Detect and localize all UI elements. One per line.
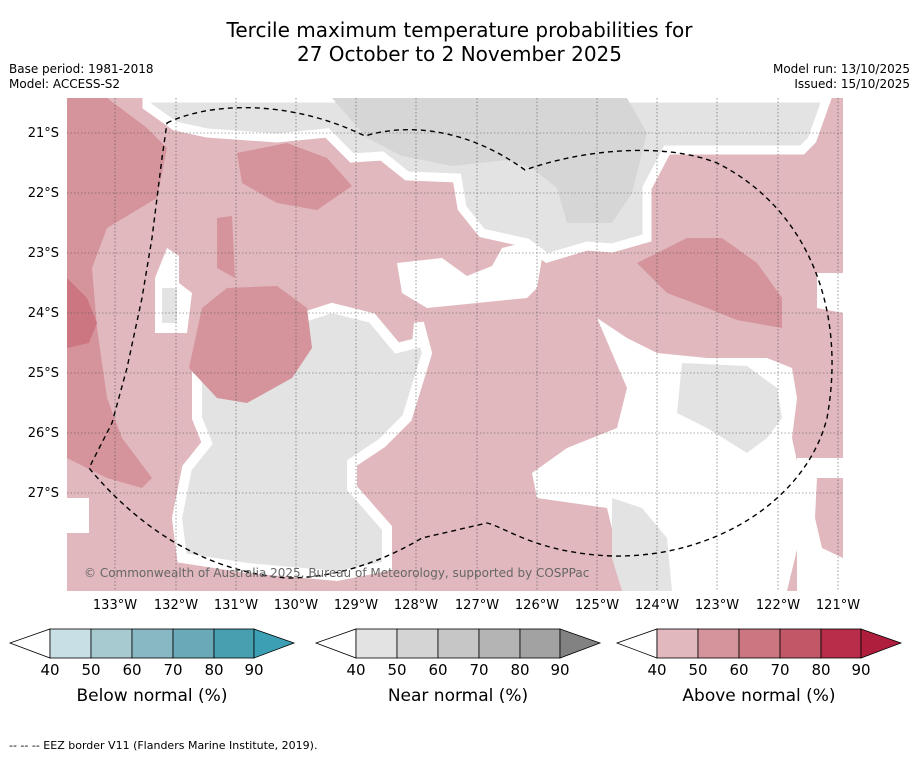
white-patch-southwest (67, 498, 89, 533)
colorbar-below-seg-40-50 (49, 628, 92, 659)
cb-near-tick-60: 60 (428, 661, 448, 679)
colorbar-below-over (253, 628, 296, 659)
model-name: Model: ACCESS-S2 (9, 77, 121, 91)
cb-above-tick-90: 90 (851, 661, 871, 679)
lon-label-124w: 124°W (634, 598, 680, 613)
colorbar-above-under (615, 628, 658, 659)
lat-label-22s: 22°S (27, 186, 59, 201)
white-region-central (397, 243, 542, 308)
above-normal-50-strip (217, 216, 235, 278)
colorbar-near-normal-label: Near normal (%) (387, 686, 529, 706)
cb-above-tick-70: 70 (770, 661, 790, 679)
cb-below-tick-70: 70 (163, 661, 183, 679)
lon-label-121w: 121°W (815, 598, 861, 613)
cb-below-tick-80: 80 (204, 661, 224, 679)
colorbar-near-normal (314, 628, 602, 659)
meta-right: Model run: 13/10/2025 Issued: 15/10/2025 (773, 62, 910, 92)
lon-label-123w: 123°W (694, 598, 740, 613)
colorbar-below-normal-label: Below normal (%) (76, 686, 228, 706)
colorbar-near-seg-70-80 (478, 628, 521, 659)
cb-near-tick-70: 70 (469, 661, 489, 679)
map-canvas (67, 98, 843, 591)
lon-label-129w: 129°W (333, 598, 379, 613)
base-period: Base period: 1981-2018 (9, 62, 154, 76)
colorbar-below-under (8, 628, 51, 659)
cb-above-tick-50: 50 (688, 661, 708, 679)
above-normal-50-east (637, 238, 782, 328)
lat-label-27s: 27°S (27, 486, 59, 501)
lon-label-132w: 132°W (153, 598, 199, 613)
lat-label-26s: 26°S (27, 426, 59, 441)
map-title-line2: 27 October to 2 November 2025 (296, 42, 623, 66)
colorbar-near-seg-40-50 (355, 628, 398, 659)
colorbar-below-seg-60-70 (131, 628, 174, 659)
cb-near-tick-50: 50 (387, 661, 407, 679)
meta-left: Base period: 1981-2018 Model: ACCESS-S2 (9, 62, 154, 92)
lon-label-131w: 131°W (213, 598, 259, 613)
white-patch-east-edge (817, 273, 843, 313)
near-normal-region-north-core (332, 98, 647, 223)
near-normal-region-east (677, 363, 782, 453)
colorbar-above-normal (615, 628, 903, 659)
above-normal-50-west (67, 98, 167, 488)
above-normal-patch-southeast (815, 478, 843, 558)
cb-below-tick-40: 40 (40, 661, 60, 679)
colorbar-above-seg-40-50 (656, 628, 699, 659)
cb-below-tick-60: 60 (122, 661, 142, 679)
colorbar-below-seg-50-60 (90, 628, 133, 659)
lon-label-128w: 128°W (393, 598, 439, 613)
map-title-line1: Tercile maximum temperature probabilitie… (226, 18, 693, 42)
colorbar-near-seg-80-90 (519, 628, 561, 659)
cb-above-tick-60: 60 (729, 661, 749, 679)
colorbar-above-seg-60-70 (738, 628, 781, 659)
colorbar-above-normal-label: Above normal (%) (682, 686, 836, 706)
cb-above-tick-40: 40 (647, 661, 667, 679)
cb-near-tick-80: 80 (510, 661, 530, 679)
above-normal-50-central-west (189, 286, 312, 403)
lon-label-130w: 130°W (273, 598, 319, 613)
colorbar-above-seg-70-80 (779, 628, 822, 659)
lat-label-25s: 25°S (27, 366, 59, 381)
lat-label-21s: 21°S (27, 126, 59, 141)
model-run: Model run: 13/10/2025 (772, 62, 910, 76)
near-normal-patch-west (162, 288, 177, 323)
colorbar-near-over (559, 628, 602, 659)
lon-label-126w: 126°W (514, 598, 560, 613)
colorbar-above-over (860, 628, 903, 659)
colorbar-near-seg-50-60 (396, 628, 439, 659)
probability-map (67, 98, 843, 591)
cb-near-tick-90: 90 (550, 661, 570, 679)
lon-label-133w: 133°W (92, 598, 138, 613)
copyright-notice: © Commonwealth of Australia 2025, Bureau… (84, 566, 590, 580)
colorbar-below-seg-70-80 (172, 628, 215, 659)
colorbars (8, 628, 903, 659)
cb-near-tick-40: 40 (346, 661, 366, 679)
cb-above-tick-80: 80 (811, 661, 831, 679)
lat-label-23s: 23°S (27, 246, 59, 261)
colorbar-near-seg-60-70 (437, 628, 480, 659)
cb-below-tick-50: 50 (81, 661, 101, 679)
colorbar-above-seg-80-90 (820, 628, 862, 659)
issued-date: Issued: 15/10/2025 (794, 77, 910, 91)
lon-label-122w: 122°W (755, 598, 801, 613)
colorbar-near-under (314, 628, 357, 659)
eez-footnote: -- -- -- EEZ border V11 (Flanders Marine… (9, 739, 318, 752)
lon-label-127w: 127°W (454, 598, 500, 613)
map-title: Tercile maximum temperature probabilitie… (0, 18, 919, 66)
lon-label-125w: 125°W (574, 598, 620, 613)
cb-below-tick-90: 90 (244, 661, 264, 679)
colorbar-above-seg-50-60 (697, 628, 740, 659)
lat-label-24s: 24°S (27, 306, 59, 321)
colorbar-below-normal (8, 628, 296, 659)
graticule (67, 98, 843, 591)
colorbar-below-seg-80-90 (213, 628, 255, 659)
